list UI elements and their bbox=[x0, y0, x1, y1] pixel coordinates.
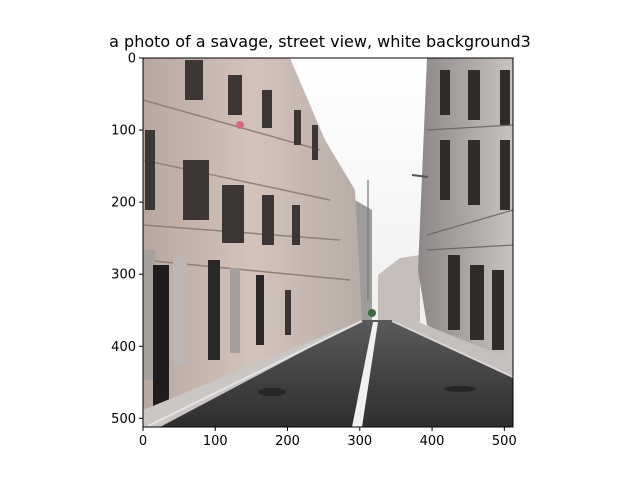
y-tick-label: 100 bbox=[111, 124, 136, 139]
axes-frame bbox=[142, 57, 514, 428]
manhole bbox=[258, 388, 286, 396]
right-building-floors bbox=[426, 124, 513, 251]
x-tick-label: 300 bbox=[347, 434, 372, 449]
figure-title: a photo of a savage, street view, white … bbox=[109, 32, 531, 51]
distant-building-right bbox=[378, 255, 420, 322]
right-curb bbox=[391, 320, 513, 378]
left-curb bbox=[147, 320, 363, 427]
y-tick-label: 500 bbox=[111, 412, 136, 427]
right-building bbox=[418, 58, 513, 375]
lane-marking bbox=[352, 322, 378, 427]
y-tick-label: 300 bbox=[111, 268, 136, 283]
flower-pot bbox=[236, 121, 244, 129]
road bbox=[160, 320, 513, 427]
x-tick-label: 200 bbox=[275, 434, 300, 449]
left-shopfronts bbox=[143, 250, 291, 415]
left-windows bbox=[145, 60, 318, 245]
x-tick-label: 500 bbox=[492, 434, 517, 449]
distant-tree bbox=[368, 309, 376, 317]
street-lamp bbox=[411, 174, 429, 178]
y-tick-label: 200 bbox=[111, 196, 136, 211]
manhole-right bbox=[444, 386, 476, 392]
y-axis: 0 100 200 300 400 500 bbox=[111, 52, 143, 427]
left-building bbox=[143, 58, 362, 427]
x-axis: 0 100 200 300 400 500 bbox=[139, 427, 517, 449]
y-tick-label: 0 bbox=[128, 52, 136, 67]
y-tick-label: 400 bbox=[111, 340, 136, 355]
x-tick-label: 0 bbox=[139, 434, 147, 449]
street-photo bbox=[143, 58, 513, 427]
x-tick-label: 400 bbox=[420, 434, 445, 449]
x-tick-label: 100 bbox=[203, 434, 228, 449]
right-windows bbox=[440, 70, 510, 350]
